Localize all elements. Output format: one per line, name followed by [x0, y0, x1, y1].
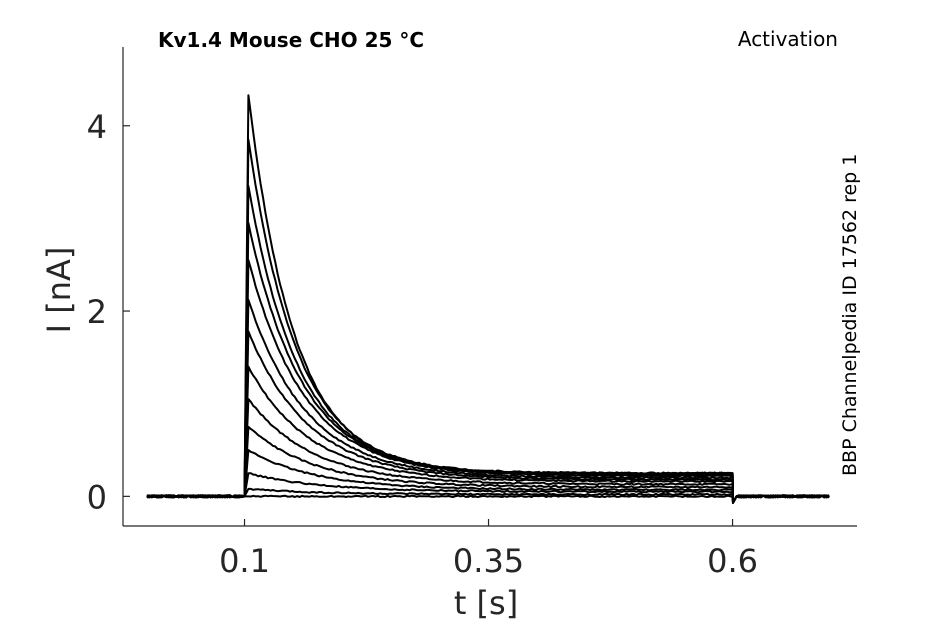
source-label: BBP Channelpedia ID 17562 rep 1	[839, 154, 861, 476]
current-trace-9	[146, 398, 830, 504]
axis-tick-labels: 0.1 0.35 0.6 0 2 4	[87, 108, 758, 580]
x-tick-label: 0.6	[707, 542, 758, 580]
chart-title: Kv1.4 Mouse CHO 25 °C	[158, 28, 424, 52]
current-trace-14	[146, 494, 830, 504]
y-axis-label: I [nA]	[40, 247, 78, 334]
current-trace-11	[146, 449, 830, 504]
x-tick-label: 0.35	[453, 542, 524, 580]
current-trace-1	[146, 94, 830, 504]
protocol-label: Activation	[738, 27, 838, 51]
current-trace-13	[146, 487, 830, 504]
y-tick-label: 4	[87, 108, 107, 146]
x-axis-label: t [s]	[454, 584, 518, 622]
current-trace-7	[146, 330, 830, 504]
current-trace-6	[146, 298, 830, 504]
axis-ticks	[123, 125, 734, 526]
current-trace-12	[146, 472, 830, 504]
current-traces	[146, 94, 830, 504]
current-trace-8	[146, 365, 830, 504]
x-tick-label: 0.1	[219, 542, 270, 580]
y-tick-label: 2	[87, 293, 107, 331]
current-trace-5	[146, 259, 830, 504]
y-tick-label: 0	[87, 478, 107, 516]
current-trace-10	[146, 425, 830, 504]
